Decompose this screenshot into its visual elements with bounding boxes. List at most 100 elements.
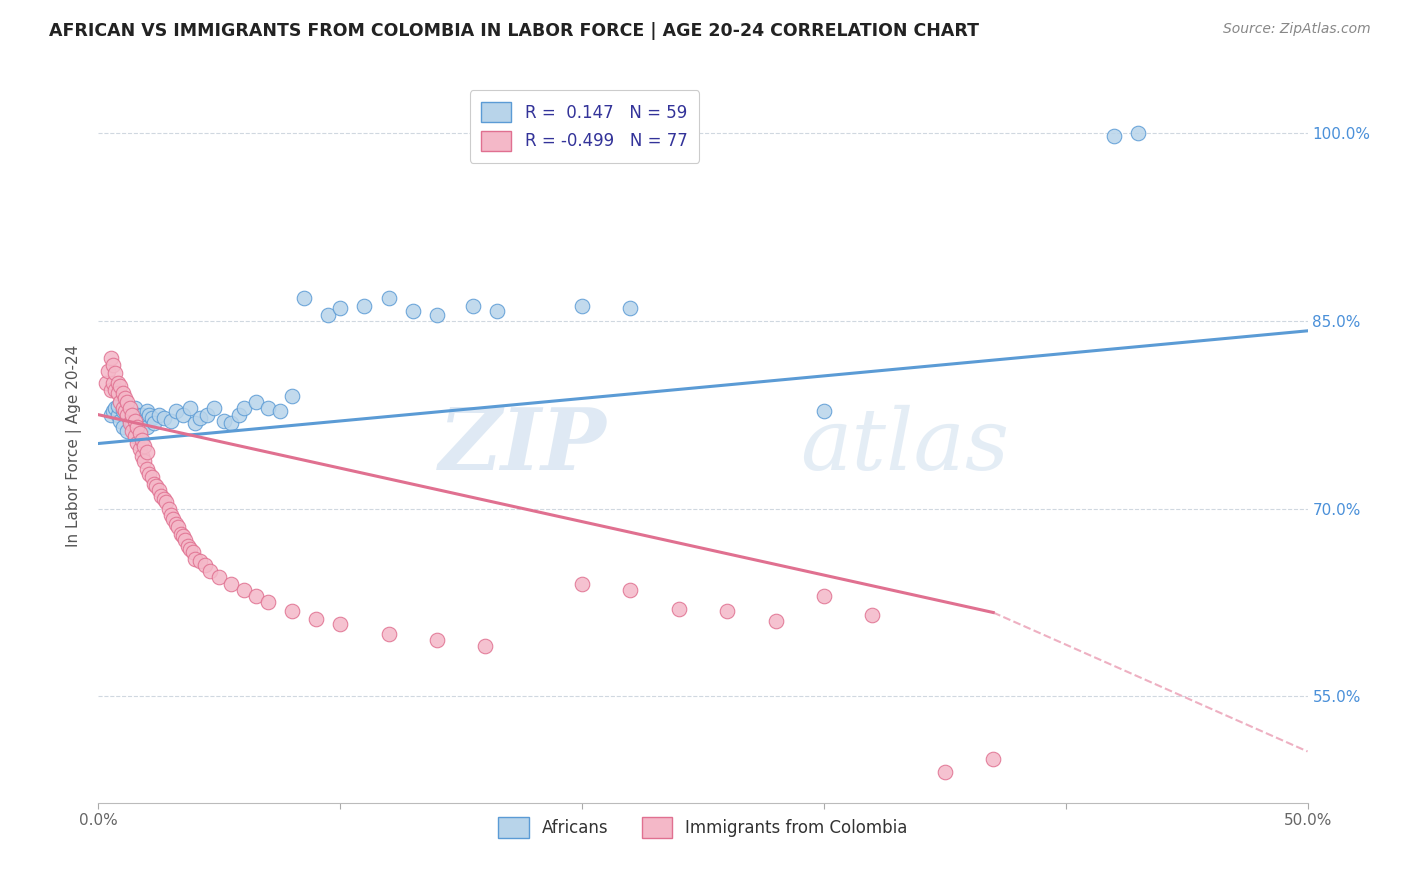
Point (157, 501, 180, 516)
Point (934, 764, 956, 779)
Point (114, 404, 136, 418)
Point (148, 408, 170, 422)
Point (256, 401, 278, 416)
Point (111, 420, 134, 434)
Point (179, 401, 201, 416)
Point (269, 404, 291, 418)
Point (141, 411, 163, 425)
Point (101, 358, 124, 372)
Point (145, 479, 167, 493)
Point (245, 395, 267, 409)
Point (198, 564, 221, 578)
Point (131, 408, 153, 422)
Point (256, 595, 278, 609)
Point (117, 424, 139, 438)
Point (97, 364, 120, 378)
Point (329, 301, 352, 316)
Point (212, 414, 235, 428)
Point (571, 299, 593, 313)
Point (124, 429, 146, 443)
Point (124, 401, 146, 416)
Point (117, 408, 139, 422)
Point (121, 417, 143, 431)
Point (131, 433, 153, 447)
Point (135, 420, 157, 434)
Point (118, 401, 141, 416)
Point (204, 401, 226, 416)
Point (184, 551, 207, 566)
Point (94, 376, 117, 391)
Point (101, 404, 124, 418)
Point (765, 614, 787, 628)
Point (813, 589, 835, 603)
Point (127, 436, 149, 450)
Point (107, 386, 129, 401)
Point (167, 520, 190, 534)
Point (181, 545, 204, 559)
Point (111, 386, 134, 401)
Point (107, 408, 129, 422)
Point (141, 470, 163, 484)
Point (108, 395, 131, 409)
Point (104, 383, 127, 397)
Text: AFRICAN VS IMMIGRANTS FROM COLOMBIA IN LABOR FORCE | AGE 20-24 CORRELATION CHART: AFRICAN VS IMMIGRANTS FROM COLOMBIA IN L… (49, 22, 979, 40)
Text: ZIP: ZIP (439, 404, 606, 488)
Point (128, 426, 150, 441)
Legend: Africans, Immigrants from Colombia: Africans, Immigrants from Colombia (492, 811, 914, 845)
Point (155, 495, 177, 509)
Point (245, 589, 267, 603)
Point (135, 445, 157, 459)
Point (124, 414, 146, 428)
Point (426, 633, 449, 648)
Point (981, 752, 1004, 766)
Point (150, 489, 173, 503)
Point (571, 576, 593, 591)
Point (377, 627, 399, 641)
Point (127, 408, 149, 422)
Point (353, 299, 375, 313)
Point (184, 417, 207, 431)
Point (228, 408, 250, 422)
Point (114, 401, 136, 416)
Point (232, 582, 254, 597)
Point (143, 476, 166, 491)
Point (128, 442, 150, 456)
Point (101, 376, 124, 391)
Point (305, 612, 328, 626)
Point (148, 483, 170, 497)
Point (165, 404, 187, 418)
Point (172, 529, 194, 543)
Point (281, 389, 304, 403)
Y-axis label: In Labor Force | Age 20-24: In Labor Force | Age 20-24 (66, 345, 83, 547)
Point (162, 511, 184, 525)
Point (100, 408, 122, 422)
Point (463, 299, 485, 313)
Point (135, 404, 157, 418)
Point (188, 554, 211, 568)
Point (860, 607, 883, 622)
Point (118, 417, 141, 431)
Point (486, 303, 509, 318)
Point (111, 404, 134, 418)
Point (619, 301, 641, 316)
Point (716, 604, 738, 618)
Point (124, 411, 146, 425)
Point (221, 417, 243, 431)
Point (108, 414, 131, 428)
Point (221, 576, 243, 591)
Point (121, 424, 143, 438)
Point (474, 640, 496, 654)
Point (104, 401, 127, 416)
Point (121, 408, 143, 422)
Point (131, 420, 153, 434)
Point (169, 526, 191, 541)
Point (402, 303, 425, 318)
Point (165, 516, 187, 531)
Point (128, 411, 150, 425)
Point (426, 308, 449, 322)
Point (377, 291, 399, 305)
Point (100, 383, 122, 397)
Point (108, 379, 131, 393)
Point (232, 401, 254, 416)
Point (111, 401, 134, 416)
